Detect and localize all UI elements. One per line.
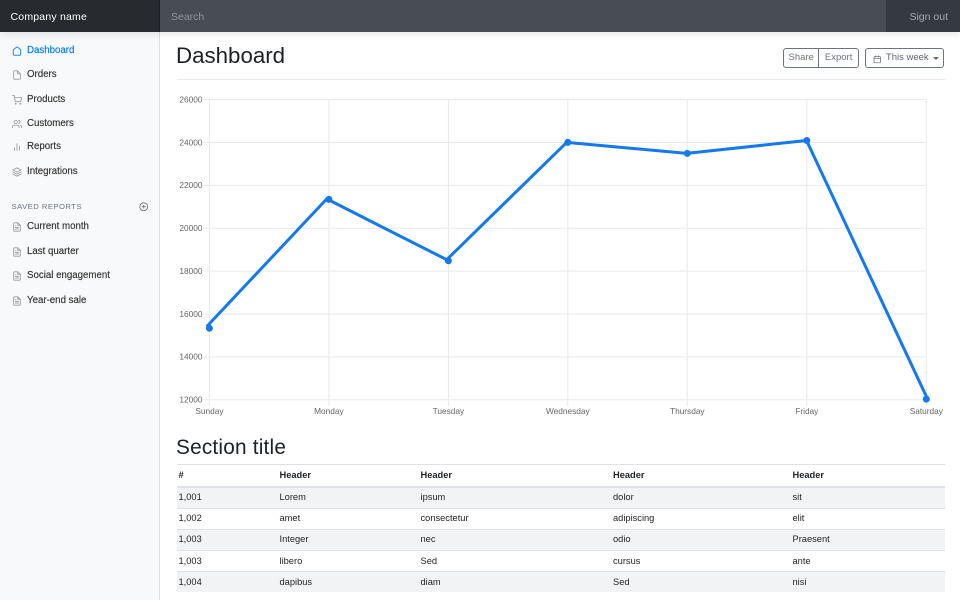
svg-text:24000: 24000 <box>179 137 202 147</box>
svg-text:Monday: Monday <box>314 406 344 416</box>
svg-text:Friday: Friday <box>795 406 819 416</box>
svg-text:20000: 20000 <box>179 223 202 233</box>
svg-text:16000: 16000 <box>179 309 202 319</box>
svg-text:18000: 18000 <box>179 266 202 276</box>
svg-text:Saturday: Saturday <box>910 406 944 416</box>
svg-text:14000: 14000 <box>179 352 202 362</box>
svg-text:Wednesday: Wednesday <box>546 406 591 416</box>
svg-text:22000: 22000 <box>179 180 202 190</box>
svg-text:Thursday: Thursday <box>670 406 705 416</box>
svg-text:26000: 26000 <box>179 94 202 104</box>
svg-text:Tuesday: Tuesday <box>433 406 465 416</box>
svg-text:Sunday: Sunday <box>195 406 224 416</box>
svg-text:12000: 12000 <box>179 395 202 405</box>
